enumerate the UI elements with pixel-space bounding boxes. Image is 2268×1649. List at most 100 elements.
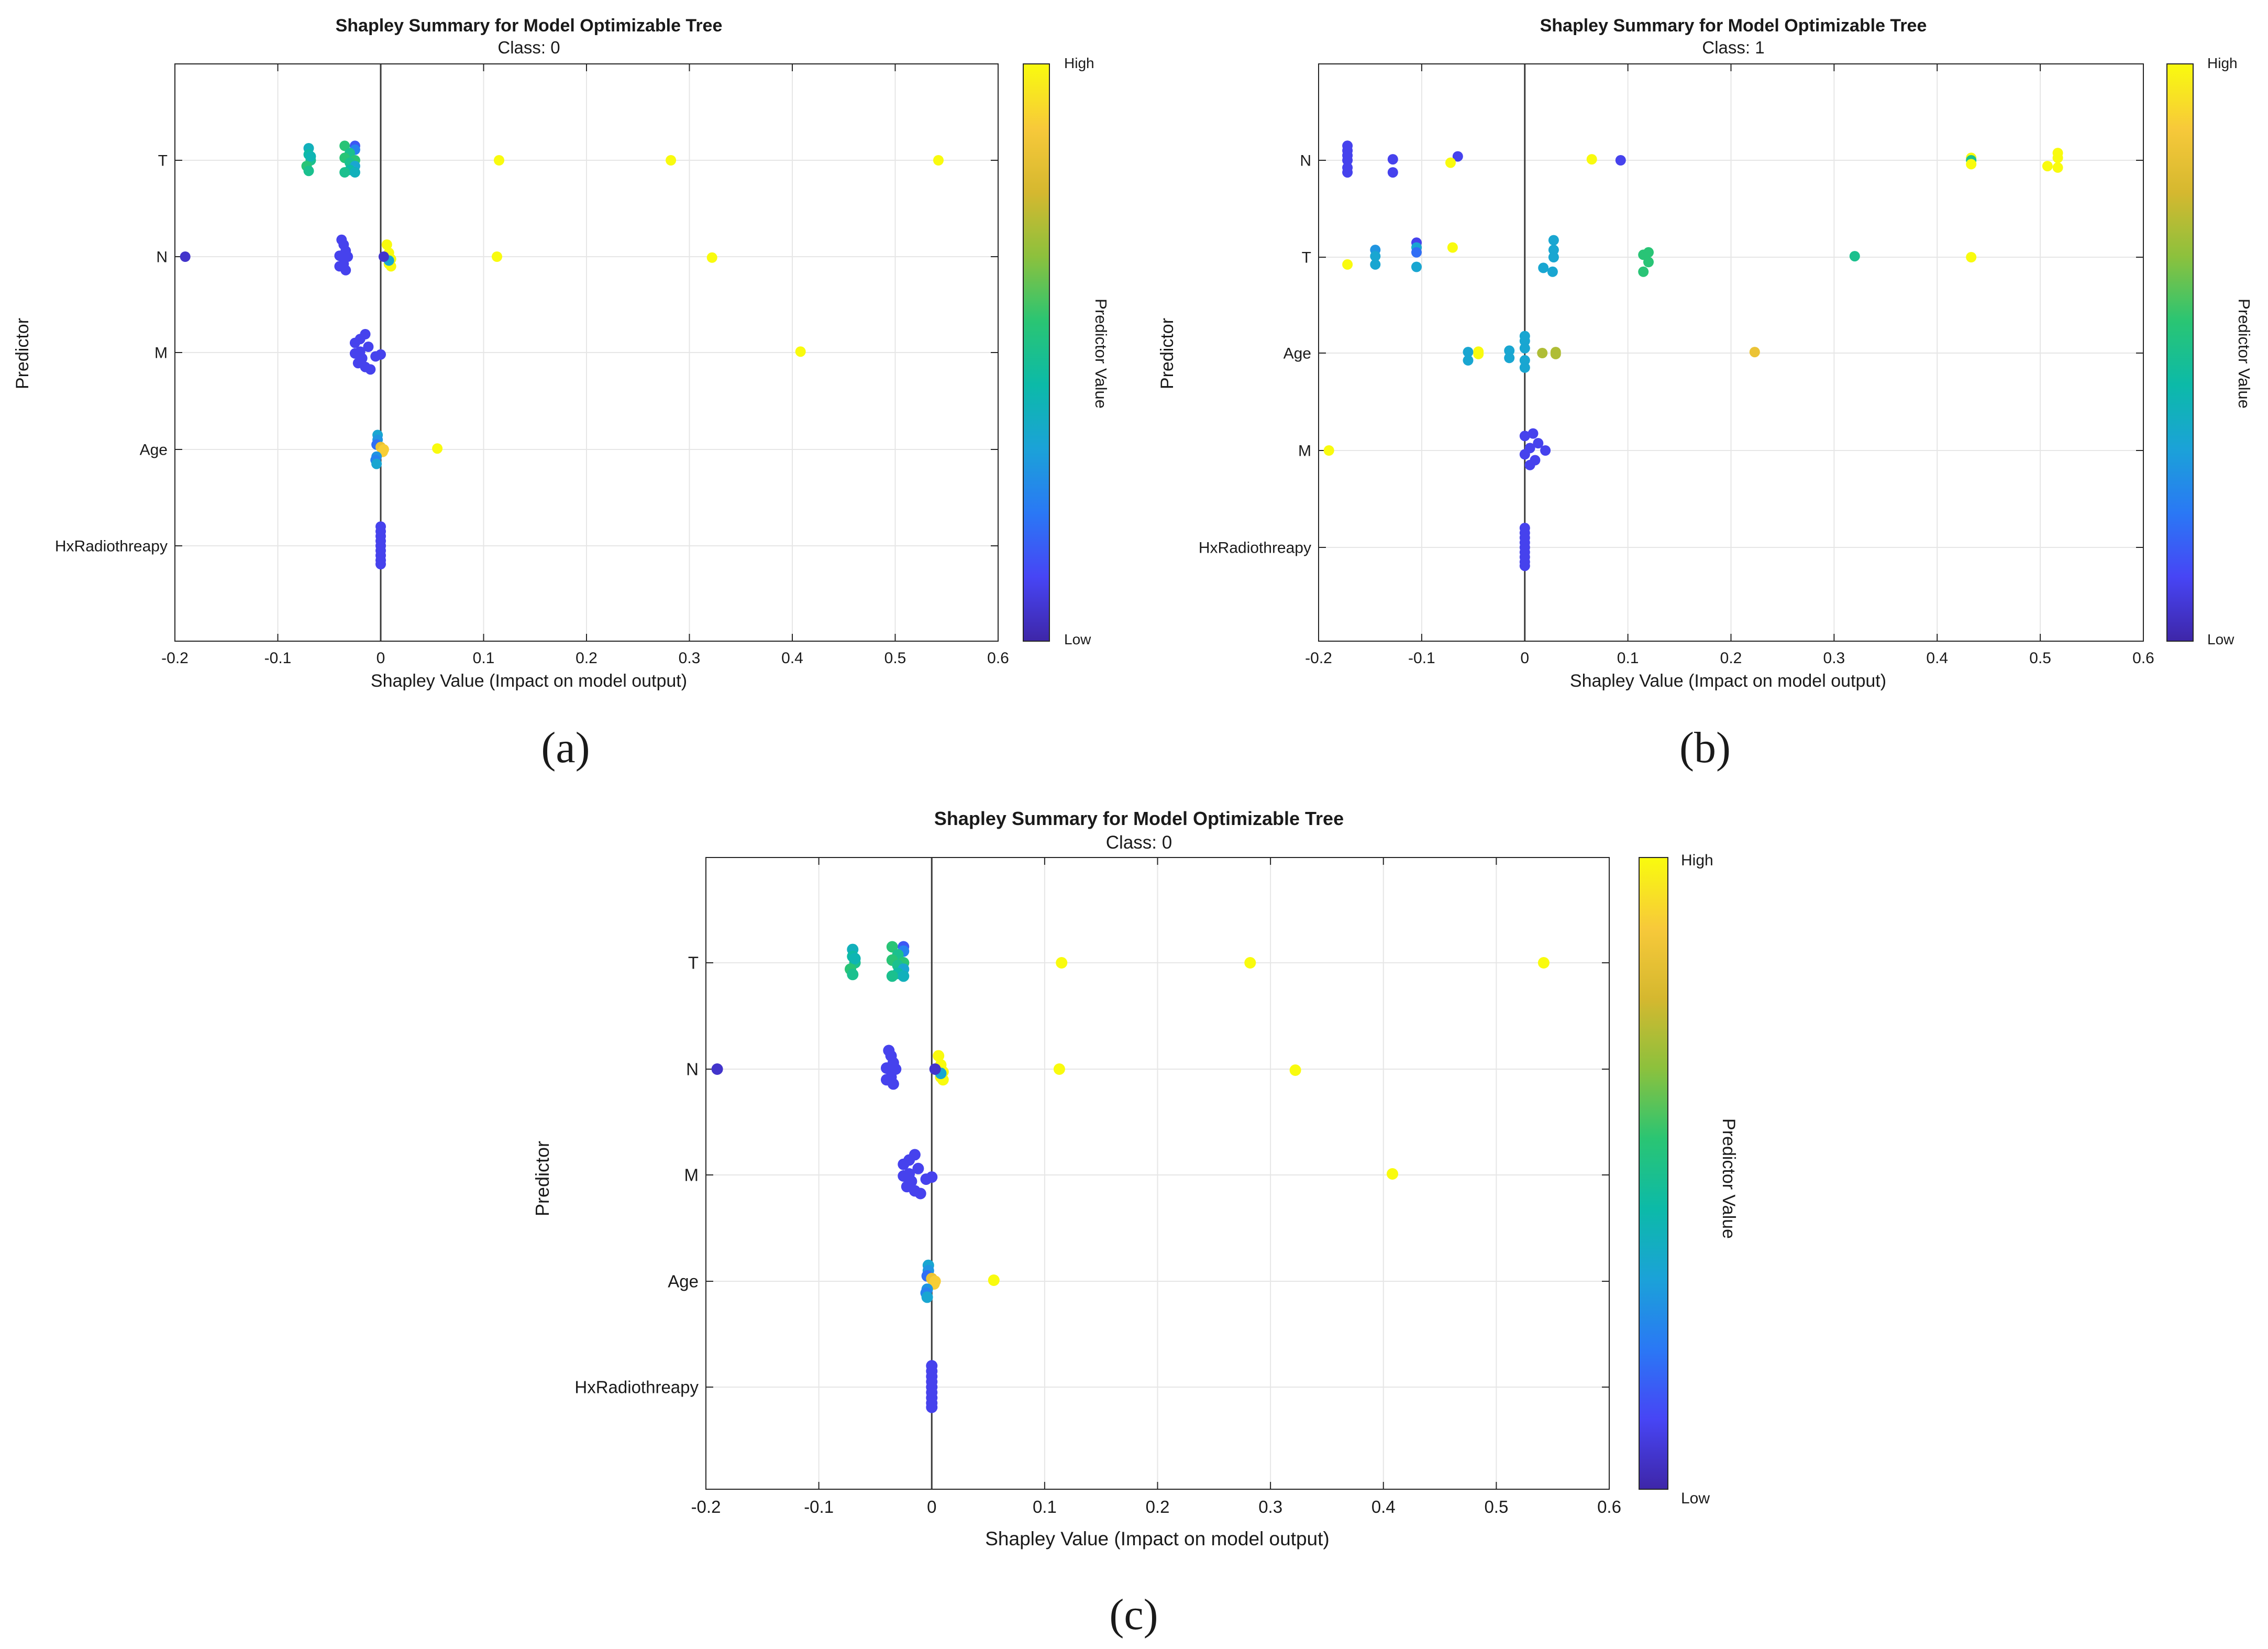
x-tick-label: 0.2	[576, 650, 598, 667]
x-tick-label: 0.4	[781, 650, 803, 667]
data-point	[381, 239, 392, 250]
y-tick-label: N	[686, 1060, 699, 1079]
colorbar-title: Predictor Value	[1719, 1118, 1739, 1239]
data-point	[1538, 262, 1549, 273]
chart-subtitle: Class: 1	[1702, 38, 1764, 57]
data-point	[921, 1291, 933, 1303]
data-point	[1548, 252, 1559, 262]
data-point	[1528, 428, 1539, 439]
data-point	[492, 251, 502, 262]
x-tick-label: 0.3	[1823, 650, 1845, 667]
data-point	[1387, 154, 1398, 165]
plot-area-c: -0.2 -0.1 0 0.1 0.2 0.3 0.4 0.5 0.6 T N M Age HxRadio…	[574, 857, 1668, 1516]
data-point	[1519, 335, 1530, 346]
data-point	[1370, 259, 1381, 270]
colorbar	[1639, 857, 1668, 1490]
colorbar-high-label: High	[1064, 55, 1094, 71]
data-point	[1550, 348, 1561, 359]
data-point	[666, 155, 677, 166]
x-tick-label: 0.6	[1597, 1497, 1621, 1516]
x-tick-label: 0.6	[2132, 650, 2154, 667]
data-point	[1387, 1168, 1398, 1180]
axes-box	[1318, 63, 2144, 642]
colorbar-title: Predictor Value	[2235, 299, 2253, 409]
data-point	[1342, 259, 1353, 270]
data-point	[1447, 242, 1458, 253]
x-axis-label: Shapley Value (Impact on model output)	[1570, 671, 1886, 691]
data-point	[1519, 560, 1530, 571]
x-tick-label: 0	[927, 1497, 936, 1516]
y-axis-label: Predictor	[13, 318, 32, 389]
x-tick-label: 0.2	[1146, 1497, 1170, 1516]
data-point	[1452, 151, 1463, 162]
data-point	[920, 1173, 932, 1185]
plot-area-a: -0.2 -0.1 0 0.1 0.2 0.3 0.4 0.5 0.6 T N M Age HxRadio…	[55, 63, 1050, 667]
x-tick-label: 0.3	[1258, 1497, 1282, 1516]
data-point	[988, 1274, 1000, 1286]
y-axis-label: Predictor	[1157, 318, 1177, 389]
data-point	[795, 346, 806, 357]
data-point	[1323, 445, 1334, 456]
data-point	[1547, 266, 1558, 277]
data-point	[847, 969, 859, 981]
data-point	[881, 1062, 892, 1074]
data-point	[933, 155, 944, 166]
data-point	[706, 252, 717, 263]
data-point	[1370, 251, 1381, 262]
y-tick-label: HxRadiothreapy	[55, 538, 168, 555]
data-point	[432, 443, 443, 454]
x-tick-label: 0.2	[1720, 650, 1742, 667]
data-point	[886, 941, 898, 953]
data-point	[339, 140, 350, 151]
data-point	[1463, 355, 1474, 366]
x-tick-label: 0.5	[884, 650, 906, 667]
colorbar	[2166, 63, 2194, 642]
panel-label-a: (a)	[541, 723, 590, 772]
plot-area-b: -0.2 -0.1 0 0.1 0.2 0.3 0.4 0.5 0.6 N T Age M HxRadio…	[1199, 63, 2194, 667]
colorbar-high-label: High	[2207, 55, 2238, 71]
data-point	[1519, 362, 1530, 373]
data-point	[1519, 449, 1530, 460]
data-point	[1548, 245, 1559, 256]
x-tick-label: 0.5	[1484, 1497, 1508, 1516]
y-tick-label: T	[158, 152, 168, 170]
data-point	[1548, 235, 1559, 246]
y-tick-label: T	[1302, 249, 1311, 267]
data-point	[933, 1050, 945, 1062]
colorbar-low-label: Low	[1064, 631, 1091, 647]
x-tick-label: 0	[377, 650, 385, 667]
y-tick-label: M	[684, 1166, 699, 1185]
data-point	[1244, 957, 1256, 969]
y-axis-label: Predictor	[532, 1141, 553, 1216]
x-tick-label: -0.2	[1305, 650, 1332, 667]
x-tick-label: 0.6	[987, 650, 1009, 667]
data-point	[1056, 957, 1068, 969]
data-point	[1643, 247, 1654, 258]
x-tick-label: 0.1	[473, 650, 495, 667]
data-point	[1749, 347, 1760, 358]
data-point	[1519, 343, 1530, 354]
data-point	[371, 458, 382, 469]
data-point	[1540, 445, 1551, 456]
y-tick-label: Age	[140, 442, 168, 459]
data-point	[1638, 266, 1649, 277]
data-point	[1849, 251, 1860, 262]
colorbar-high-label: High	[1681, 852, 1713, 869]
data-point	[929, 1063, 941, 1075]
x-tick-label: 0.5	[2029, 650, 2051, 667]
data-point	[1504, 353, 1515, 364]
data-point	[1519, 431, 1530, 442]
data-point	[898, 970, 910, 982]
data-point	[1533, 438, 1544, 449]
data-point	[375, 559, 386, 569]
axes-box	[705, 857, 1610, 1490]
data-point	[711, 1063, 723, 1075]
data-point	[1053, 1063, 1065, 1075]
y-tick-label: HxRadiothreapy	[1199, 540, 1311, 557]
data-point	[2052, 162, 2063, 173]
y-tick-label: M	[1298, 443, 1311, 460]
data-point	[1966, 252, 1977, 262]
x-tick-label: -0.1	[1408, 650, 1435, 667]
y-tick-label: N	[1300, 152, 1311, 170]
